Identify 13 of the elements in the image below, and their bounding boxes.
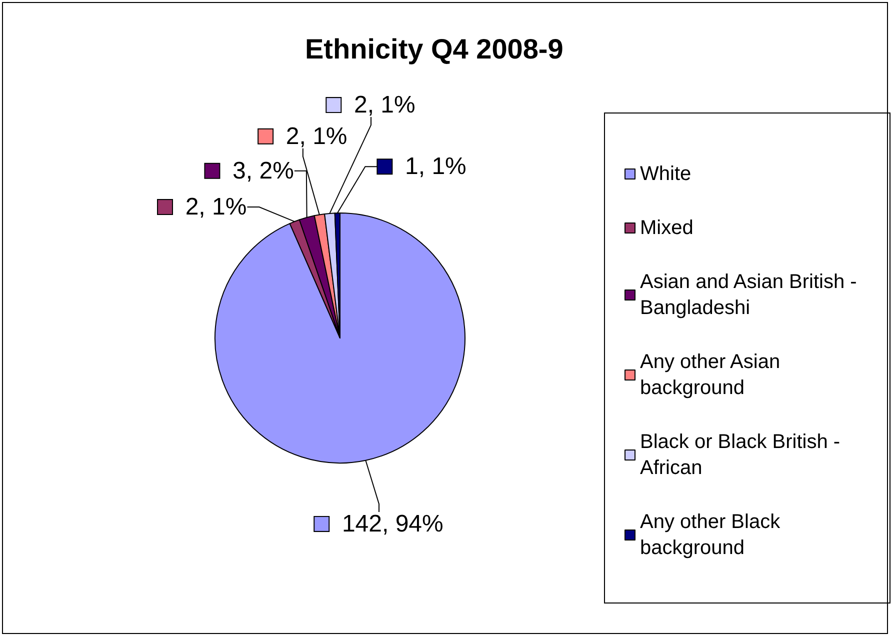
chart-title: Ethnicity Q4 2008-9 [305,34,564,64]
legend-label: White [640,163,692,185]
legend-label: Asian and Asian British - Bangladeshi [640,271,862,319]
data-label: 1, 1% [392,153,466,180]
legend-label: Any other Black background [640,511,786,559]
legend-label: Mixed [640,217,694,239]
data-label: 2, 1% [340,92,416,119]
legend-label: Any other Asian background [640,351,786,399]
data-label: 2, 1% [272,122,348,150]
legend-label: Black or Black British - African [640,431,846,479]
data-label: 142, 94% [328,510,444,538]
data-label: 3, 2% [219,157,294,184]
data-label: 2, 1% [172,194,247,221]
